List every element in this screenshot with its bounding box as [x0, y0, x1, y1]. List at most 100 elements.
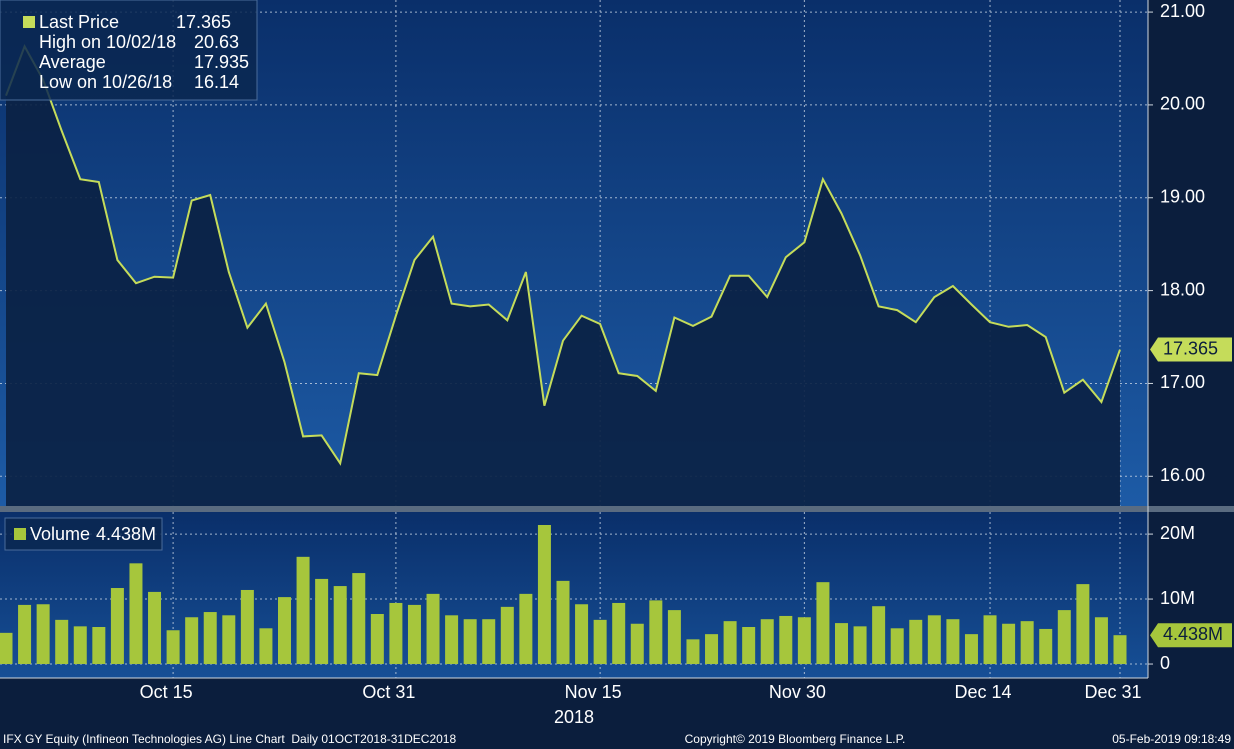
volume-bar: [1039, 628, 1053, 665]
volume-bar: [110, 588, 124, 665]
legend-swatch: [14, 528, 26, 540]
volume-bar: [909, 619, 923, 665]
volume-bar: [203, 612, 217, 665]
y-tick-label: 18.00: [1160, 279, 1205, 299]
volume-bar: [946, 619, 960, 665]
volume-bar: [1076, 584, 1090, 665]
volume-bar: [556, 580, 570, 665]
plot-layer: 16.00 17.00 18.00 19.00 20.00 21.00 17.365 0 10M…: [0, 0, 1232, 702]
volume-bar: [890, 628, 904, 665]
volume-bar: [816, 582, 830, 665]
volume-bar: [519, 593, 533, 665]
volume-bar: [315, 578, 329, 665]
volume-bar: [55, 619, 69, 665]
y-tick-label: 19.00: [1160, 187, 1205, 207]
legend-label: Last Price: [39, 12, 119, 32]
volume-legend-box: [4, 517, 163, 551]
volume-bar: [983, 615, 997, 665]
legend-value: 20.63: [194, 32, 239, 52]
legend-label: Volume: [30, 524, 90, 544]
x-tick-label: Oct 31: [362, 682, 415, 702]
volume-bar: [222, 615, 236, 665]
volume-bar: [667, 610, 681, 665]
volume-bar: [370, 614, 384, 665]
volume-bar: [36, 604, 50, 665]
legend-value: 4.438M: [96, 524, 156, 544]
volume-bar: [593, 619, 607, 665]
last-value-tag: [1150, 623, 1232, 648]
last-value-label: 4.438M: [1163, 624, 1223, 644]
y-tick-label: 10M: [1160, 588, 1195, 608]
volume-bar: [705, 634, 719, 665]
volume-bar: [742, 626, 756, 665]
y-tick-label: 0: [1160, 653, 1170, 673]
x-tick-label: Dec 31: [1084, 682, 1141, 702]
volume-bar: [797, 617, 811, 665]
volume-bar: [575, 604, 589, 665]
volume-bar: [537, 524, 551, 665]
marks: [0, 524, 1127, 665]
x-tick-label: Nov 15: [565, 682, 622, 702]
price-line: [5, 44, 1121, 466]
volume-bar: [1020, 621, 1034, 665]
legend-label: Average: [39, 52, 106, 72]
volume-bar: [463, 619, 477, 665]
volume-bar: [872, 606, 886, 665]
volume-bar: [723, 621, 737, 665]
volume-bar: [1002, 623, 1016, 665]
legend-value: 17.365: [176, 12, 231, 32]
legend-value: 17.935: [194, 52, 249, 72]
volume-bar: [148, 591, 162, 665]
volume-bar: [630, 623, 644, 665]
volume-bar: [166, 630, 180, 665]
volume-bar: [333, 586, 347, 665]
panel-divider: [0, 506, 1234, 512]
volume-bar: [760, 619, 774, 665]
volume-bar: [1094, 617, 1108, 665]
x-tick-label: Nov 30: [769, 682, 826, 702]
volume-bar: [964, 634, 978, 665]
last-value-label: 17.365: [1163, 338, 1218, 358]
y-tick-label: 20M: [1160, 523, 1195, 543]
volume-bar: [1057, 610, 1071, 665]
volume-bar: [649, 600, 663, 665]
volume-bar: [389, 602, 403, 665]
volume-bar: [426, 593, 440, 665]
price-legend-box: [0, 0, 258, 101]
y-tick-label: 21.00: [1160, 1, 1205, 21]
volume-bar: [0, 632, 13, 665]
volume-bar: [482, 619, 496, 665]
last-value-tag: [1150, 337, 1232, 362]
volume-bar: [352, 573, 366, 665]
volume-bar: [185, 617, 199, 665]
price-area: [6, 46, 1120, 507]
volume-bar: [278, 597, 291, 665]
legend-label: High on 10/02/18: [39, 32, 176, 52]
volume-bar: [927, 615, 941, 665]
volume-bar: [686, 639, 700, 665]
legend-value: 16.14: [194, 72, 239, 92]
volume-bar: [240, 589, 254, 665]
volume-bar: [407, 604, 421, 665]
legend-swatch: [23, 16, 35, 28]
y-tick-label: 16.00: [1160, 465, 1205, 485]
y-tick-label: 20.00: [1160, 94, 1205, 114]
volume-bar: [92, 626, 106, 665]
footer-right: 05-Feb-2019 09:18:49: [1112, 732, 1231, 746]
marks: [5, 44, 1121, 507]
volume-bar: [296, 556, 310, 665]
legend-label: Low on 10/26/18: [39, 72, 172, 92]
volume-bar: [1113, 635, 1127, 665]
volume-bar: [500, 606, 514, 665]
x-tick-label: Oct 15: [140, 682, 193, 702]
footer-left: IFX GY Equity (Infineon Technologies AG)…: [3, 732, 456, 746]
volume-bar: [73, 626, 87, 665]
volume-bar: [853, 626, 867, 665]
y-tick-label: 17.00: [1160, 372, 1205, 392]
footer-center: Copyright© 2019 Bloomberg Finance L.P.: [685, 732, 906, 746]
x-axis-label: 2018: [554, 707, 594, 727]
x-tick-label: Dec 14: [955, 682, 1012, 702]
volume-bar: [445, 615, 459, 665]
volume-bar: [129, 563, 143, 665]
